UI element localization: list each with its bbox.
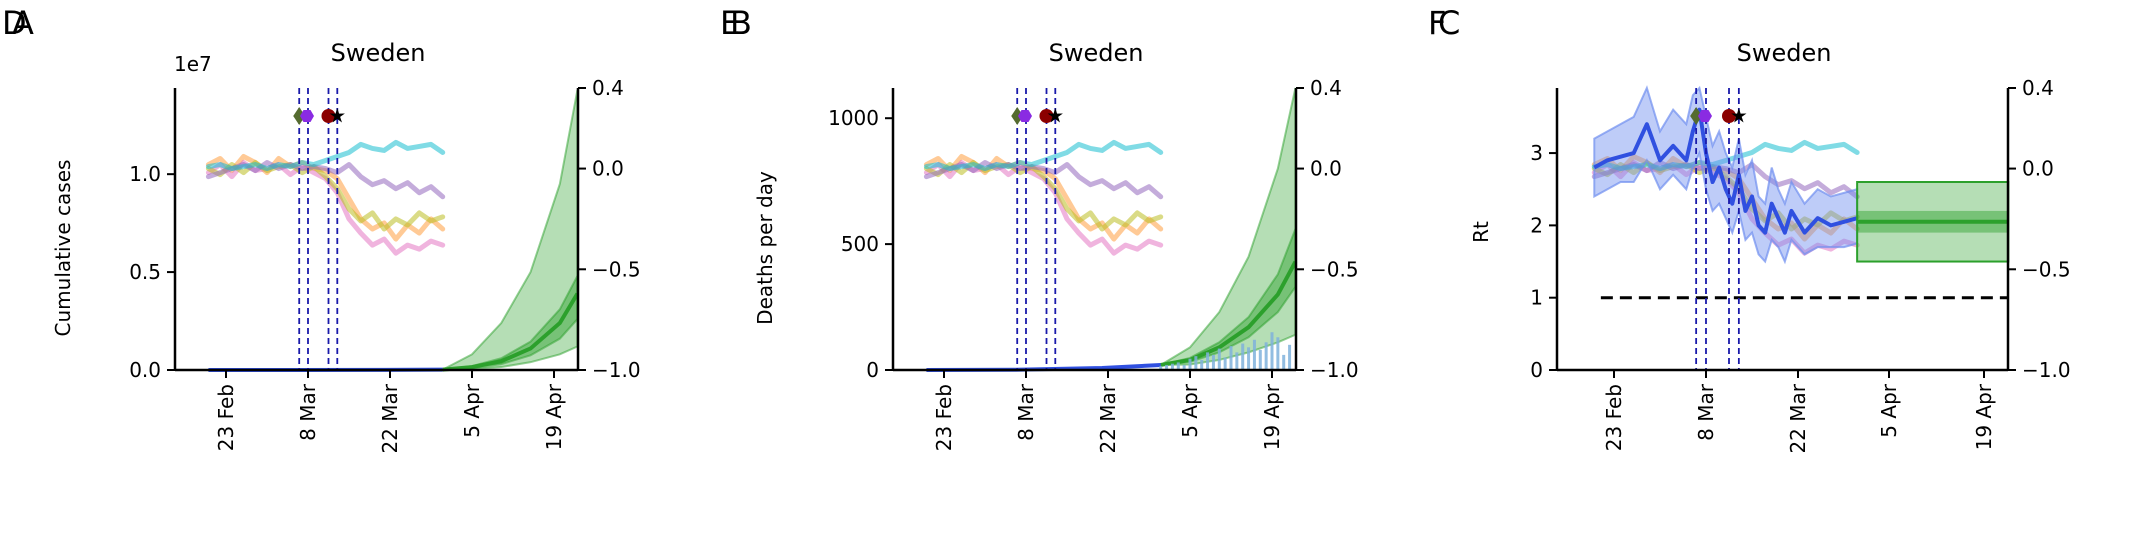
x-tick-label: 19 Apr xyxy=(1972,383,1996,450)
intervention-marker-circle xyxy=(321,109,336,123)
left-tick-label: 1000 xyxy=(828,106,879,130)
reported-death-bar xyxy=(1176,362,1180,370)
left-tick-label: 1 xyxy=(1530,286,1543,310)
right-tick-label: 0.4 xyxy=(592,76,624,100)
reported-death-bar xyxy=(1170,363,1174,370)
y-axis-label: Rt xyxy=(1469,221,1493,243)
reported-death-bar xyxy=(1200,359,1204,370)
reported-death-bar xyxy=(1258,349,1262,370)
rt-mean-line xyxy=(1593,107,1858,235)
forecast-mean-line xyxy=(442,292,580,372)
reported-death-bar xyxy=(1264,342,1268,370)
reported-death-bar xyxy=(1229,346,1233,370)
x-tick-label: 23 Feb xyxy=(932,384,956,451)
left-tick-label: 1.0 xyxy=(129,162,161,186)
intervention-marker-circle xyxy=(1722,109,1736,123)
forecast-mean-line xyxy=(1160,260,1298,367)
right-tick-label: 0.0 xyxy=(1310,157,1342,181)
reported-death-bar xyxy=(1188,358,1192,370)
x-tick-label: 19 Apr xyxy=(1260,383,1284,450)
left-tick-label: 2 xyxy=(1530,213,1543,237)
x-tick-label: 22 Mar xyxy=(1096,383,1120,453)
panel-title: Sweden xyxy=(1737,39,1832,67)
panel-deaths-per-day: E B Sweden Deaths per day 0 500 1000 0.4 0.0… xyxy=(720,4,1359,454)
plot-area: 0 1 2 3 0.4 0.0 −0.5 −1.0 23 Feb 8 Mar 22 Mar 5 Apr… xyxy=(1530,76,2070,454)
left-tick-label: 0 xyxy=(866,358,879,382)
forecast-outer-band xyxy=(1157,87,1297,367)
panel-rt: F C Sweden Rt 0 1 2 3 0.4 0.0 −0.5 −1.0 23 Feb 8 … xyxy=(1428,4,2071,454)
x-tick-label: 5 Apr xyxy=(1877,383,1901,437)
right-tick-label: −1.0 xyxy=(1310,358,1359,382)
intervention-marker-star xyxy=(1047,108,1063,123)
reported-death-bar xyxy=(1194,356,1198,370)
reported-death-bar xyxy=(1247,347,1251,370)
panel-letter-front: A xyxy=(12,4,34,42)
x-tick-label: 5 Apr xyxy=(1178,383,1202,437)
reported-death-bar xyxy=(1270,332,1274,370)
panel-letter-back: D xyxy=(2,4,27,42)
reported-death-bar xyxy=(1252,339,1256,370)
right-tick-label: −0.5 xyxy=(2022,257,2071,281)
mobility-series-4 xyxy=(923,139,1164,172)
intervention-marker-star xyxy=(329,108,345,123)
x-tick-label: 22 Mar xyxy=(1786,383,1810,453)
x-tick-label: 23 Feb xyxy=(1602,384,1626,451)
intervention-marker-diamond xyxy=(1690,107,1703,125)
right-tick-label: 0.4 xyxy=(2022,76,2054,100)
x-tick-label: 22 Mar xyxy=(378,383,402,453)
intervention-marker-circle xyxy=(1039,109,1054,123)
right-tick-label: 0.4 xyxy=(1310,76,1342,100)
intervention-marker-hexagon xyxy=(1698,109,1712,123)
mobility-series-4 xyxy=(1591,139,1860,172)
intervention-marker-hexagon xyxy=(300,109,314,123)
reported-death-bar xyxy=(1288,344,1292,370)
reported-death-bar xyxy=(1206,352,1210,371)
intervention-marker-star xyxy=(1731,108,1747,123)
panel-letter-back: F xyxy=(1428,4,1446,42)
y-axis-label: Deaths per day xyxy=(753,171,777,325)
reported-death-bar xyxy=(1235,352,1239,371)
intervention-marker-diamond xyxy=(1011,107,1024,125)
mobility-series-4 xyxy=(205,139,446,172)
reported-death-bar xyxy=(1276,337,1280,370)
x-tick-label: 5 Apr xyxy=(460,383,484,437)
x-tick-label: 8 Mar xyxy=(296,383,320,441)
panel-letter-front: C xyxy=(1438,4,1460,42)
panel-cumulative-cases: D A Sweden 1e7 Cumulative cases 0.0 0.5 1.… xyxy=(2,4,641,454)
intervention-marker-diamond xyxy=(293,107,306,125)
plot-area: 0 500 1000 0.4 0.0 −0.5 −1.0 23 Feb 8 Mar 22 Mar 5… xyxy=(828,76,1358,454)
x-tick-label: 19 Apr xyxy=(542,383,566,450)
left-tick-label: 0 xyxy=(1530,358,1543,382)
right-tick-label: −0.5 xyxy=(592,257,641,281)
panel-title: Sweden xyxy=(1049,39,1144,67)
reported-death-bar xyxy=(1241,343,1245,370)
reported-death-bar xyxy=(1159,366,1163,370)
plot-area: 0.0 0.5 1.0 0.4 0.0 −0.5 −1.0 23 Feb 8 Mar 22 Mar… xyxy=(129,76,640,454)
right-tick-label: 0.0 xyxy=(592,157,624,181)
x-tick-label: 23 Feb xyxy=(214,384,238,451)
reported-death-bar xyxy=(1223,357,1227,370)
reported-death-bar xyxy=(1211,354,1215,370)
left-tick-label: 3 xyxy=(1530,141,1543,165)
right-tick-label: −1.0 xyxy=(2022,358,2071,382)
reported-death-bar xyxy=(1282,354,1286,370)
reported-death-bar xyxy=(1165,364,1169,370)
right-tick-label: −0.5 xyxy=(1310,257,1359,281)
reported-death-bar xyxy=(1217,348,1221,370)
reported-death-bar xyxy=(1182,364,1186,370)
left-tick-label: 0.5 xyxy=(129,260,161,284)
left-tick-label: 500 xyxy=(841,232,879,256)
panel-title: Sweden xyxy=(331,39,426,67)
right-tick-label: −1.0 xyxy=(592,358,641,382)
panel-letter-front: B xyxy=(730,4,752,42)
x-tick-label: 8 Mar xyxy=(1014,383,1038,441)
y-offset-text: 1e7 xyxy=(174,52,212,76)
right-tick-label: 0.0 xyxy=(2022,157,2054,181)
panel-letter-back: E xyxy=(720,4,740,42)
x-tick-label: 8 Mar xyxy=(1694,383,1718,441)
left-tick-label: 0.0 xyxy=(129,358,161,382)
y-axis-label: Cumulative cases xyxy=(51,160,75,337)
intervention-marker-hexagon xyxy=(1018,109,1032,123)
